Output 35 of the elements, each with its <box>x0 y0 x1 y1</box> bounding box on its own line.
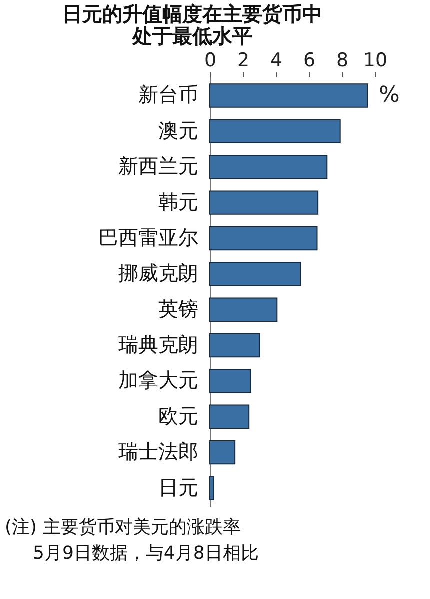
x-tick-label: 2 <box>237 50 250 72</box>
y-tick-label: 英镑 <box>158 296 198 321</box>
bar <box>210 476 214 500</box>
bar <box>210 84 368 108</box>
y-tick-label: 新西兰元 <box>118 154 198 178</box>
text: (注) 主要货币对美元的涨跌率 <box>5 517 241 538</box>
bar <box>210 440 236 465</box>
y-tick-label: 加拿大元 <box>118 368 198 392</box>
y-tick-label: 挪威克朗 <box>118 261 198 286</box>
bar <box>210 369 252 394</box>
bar <box>210 119 341 144</box>
x-tick-label: 10 <box>363 50 388 72</box>
bar <box>210 404 250 429</box>
y-tick-label: 瑞典克朗 <box>118 332 198 357</box>
y-tick-label: 新台币 <box>138 82 198 107</box>
y-tick-label: 韩元 <box>158 190 198 214</box>
text: 日元的升值幅度在主要货币中 <box>62 2 322 26</box>
x-tick-label: 4 <box>270 50 283 72</box>
bar <box>210 333 260 358</box>
y-tick-label: 瑞士法郎 <box>118 440 198 464</box>
x-tick-label: 8 <box>336 50 349 72</box>
bar <box>210 298 278 322</box>
x-tick-label: 0 <box>204 50 217 72</box>
x-axis-title: % <box>379 83 400 108</box>
bar <box>210 155 328 180</box>
text: 5月9日数据，与4月8日相比 <box>33 543 259 564</box>
text: 处于最低水平 <box>132 24 252 48</box>
bar <box>210 190 319 215</box>
y-tick-label: 巴西雷亚尔 <box>98 225 198 250</box>
y-tick-label: 澳元 <box>158 118 198 142</box>
bar <box>210 226 318 251</box>
y-tick-label: 日元 <box>158 475 198 500</box>
y-tick-label: 欧元 <box>158 404 198 428</box>
x-tick-label: 6 <box>303 50 316 72</box>
bar <box>210 262 302 286</box>
